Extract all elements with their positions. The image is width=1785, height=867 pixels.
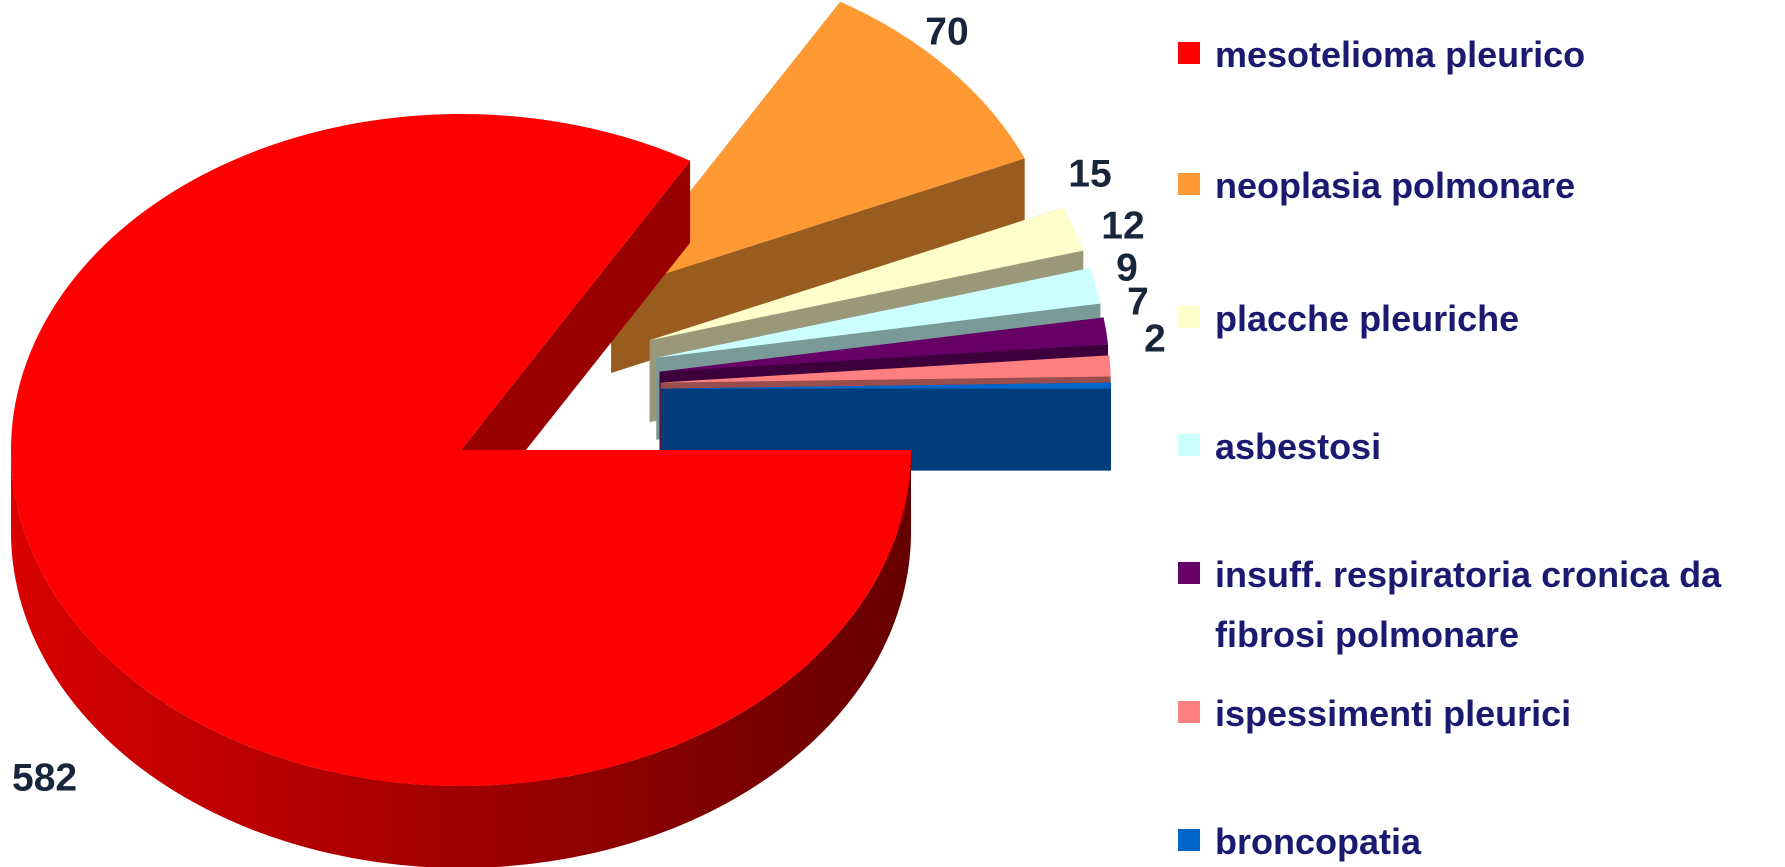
legend-label: insuff. respiratoria cronica da fibrosi … [1215,554,1722,655]
legend-label: placche pleuriche [1215,298,1520,339]
legend-swatch [1178,701,1200,723]
legend-label: mesotelioma pleurico [1215,34,1586,75]
slice-top [656,268,1101,358]
legend-swatch [1178,173,1200,195]
slice-top [660,382,1111,389]
legend-swatch [1178,306,1200,328]
legend-label: neoplasia polmonare [1215,165,1576,206]
slice-top [649,207,1084,341]
data-label: 9 [1116,246,1138,289]
slice-top [659,317,1109,372]
legend-label: broncopatia [1215,821,1422,862]
slice [11,113,911,867]
data-label: 70 [925,10,968,53]
slice [611,1,1025,373]
data-label: 2 [1144,317,1166,360]
slice-top [611,1,1025,291]
slice-top [11,113,911,787]
legend-label: asbestosi [1215,426,1382,467]
data-label: 15 [1068,152,1111,195]
slice-side [611,158,1025,373]
legend-swatch [1178,42,1200,64]
legend-swatch [1178,829,1200,851]
legend-swatch [1178,434,1200,456]
data-label: 7 [1127,280,1149,323]
slice-side [461,160,691,532]
data-label: 12 [1101,204,1144,247]
slice-wall [11,450,911,867]
data-label: 582 [12,756,77,799]
legend-label: ispessimenti pleurici [1215,693,1572,734]
slice-top [660,355,1111,383]
legend-swatch [1178,562,1200,584]
